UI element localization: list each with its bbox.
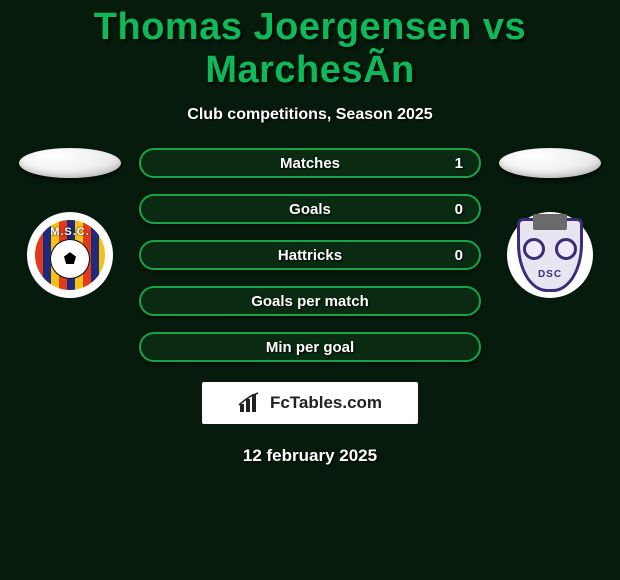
left-team-abbr: M.S.C. (29, 226, 111, 238)
right-player-oval (499, 148, 601, 178)
stat-value-right: 1 (455, 155, 463, 172)
subtitle: Club competitions, Season 2025 (0, 106, 620, 124)
stat-label: Goals (289, 201, 331, 218)
stat-bar-goals-per-match: Goals per match (139, 286, 481, 316)
stat-bar-hattricks: Hattricks 0 (139, 240, 481, 270)
stat-bar-matches: Matches 1 (139, 148, 481, 178)
stat-bars: Matches 1 Goals 0 Hattricks 0 Goals per … (139, 148, 481, 362)
right-player-col: DSC (495, 148, 605, 296)
soccer-ball-icon (50, 239, 90, 279)
fctables-logo: FcTables.com (202, 382, 418, 424)
stat-label: Goals per match (251, 293, 369, 310)
right-team-crest: DSC (501, 214, 599, 296)
stat-label: Min per goal (266, 339, 354, 356)
stat-value-right: 0 (455, 247, 463, 264)
left-player-oval (19, 148, 121, 178)
date-label: 12 february 2025 (0, 446, 620, 466)
left-team-crest: M.S.C. (21, 214, 119, 296)
logo-text: FcTables.com (270, 393, 382, 413)
stat-bar-goals: Goals 0 (139, 194, 481, 224)
page-title: Thomas Joergensen vs MarchesÃ­n (0, 0, 620, 92)
left-player-col: M.S.C. (15, 148, 125, 296)
right-team-abbr: DSC (517, 269, 583, 280)
stat-label: Matches (280, 155, 340, 172)
stat-label: Hattricks (278, 247, 342, 264)
comparison-row: M.S.C. Matches 1 Goals 0 Hattricks 0 Goa… (0, 148, 620, 362)
stat-bar-min-per-goal: Min per goal (139, 332, 481, 362)
stat-value-right: 0 (455, 201, 463, 218)
bar-chart-icon (238, 392, 264, 414)
